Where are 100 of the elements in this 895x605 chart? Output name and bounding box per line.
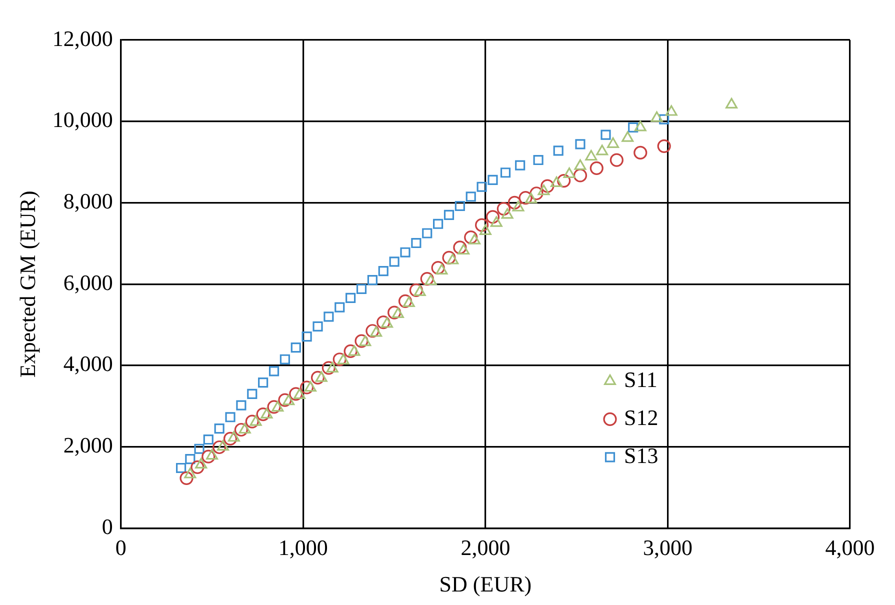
point: [234, 422, 248, 437]
point: [202, 450, 216, 464]
point: [289, 387, 303, 401]
point: [468, 234, 481, 244]
point: [195, 458, 208, 469]
point: [176, 462, 186, 474]
y-tick-label: 4,000: [63, 351, 113, 376]
point: [225, 412, 236, 422]
point: [190, 460, 204, 474]
point: [488, 174, 498, 185]
point: [411, 238, 422, 248]
point: [553, 146, 564, 156]
point: [573, 168, 588, 182]
y-tick-label: 12,000: [52, 26, 113, 51]
point: [268, 366, 280, 376]
point: [344, 344, 358, 358]
point: [575, 139, 586, 150]
point: [278, 393, 292, 407]
point: [272, 400, 284, 412]
point: [359, 335, 372, 346]
point: [453, 240, 467, 254]
point: [563, 167, 576, 178]
y-tick-label: 6,000: [63, 270, 113, 295]
point: [356, 284, 367, 294]
point: [500, 168, 511, 178]
point: [180, 471, 194, 485]
point: [315, 371, 328, 382]
point: [332, 352, 346, 366]
point: [431, 261, 445, 275]
point: [634, 120, 646, 132]
point: [310, 370, 325, 384]
x-tick-label: 4,000: [825, 535, 875, 560]
y-tick-label: 10,000: [52, 107, 113, 132]
point: [282, 394, 295, 406]
point: [304, 381, 316, 392]
x-tick-label: 3,000: [642, 535, 692, 560]
point: [590, 161, 604, 175]
point: [206, 448, 218, 460]
point: [466, 192, 476, 202]
point: [515, 160, 526, 170]
point: [444, 210, 454, 220]
point: [486, 210, 500, 224]
point: [458, 244, 470, 255]
point: [600, 130, 611, 140]
point: [185, 454, 196, 464]
point: [223, 432, 238, 446]
point: [665, 105, 678, 116]
point: [424, 274, 437, 286]
point: [294, 388, 306, 399]
point: [324, 312, 334, 322]
point: [442, 250, 456, 264]
point: [501, 208, 514, 219]
legend-label: S11: [624, 366, 658, 392]
point: [422, 228, 432, 238]
point: [420, 272, 434, 286]
point: [530, 186, 544, 200]
point: [216, 440, 229, 451]
point: [525, 192, 538, 204]
point: [574, 159, 586, 170]
point: [334, 302, 345, 312]
point: [247, 388, 258, 399]
legend-label: S12: [624, 404, 658, 430]
point: [409, 283, 423, 298]
point: [533, 154, 544, 166]
point: [260, 408, 273, 418]
point: [634, 146, 648, 160]
legend-label: S13: [624, 442, 658, 468]
point: [312, 321, 323, 332]
point: [300, 380, 314, 394]
point: [302, 332, 312, 342]
point: [388, 306, 402, 320]
point: [622, 131, 634, 142]
point: [290, 342, 301, 353]
point: [392, 307, 404, 318]
point: [194, 444, 204, 454]
point: [650, 111, 663, 122]
point: [454, 200, 465, 212]
x-tick-label: 2,000: [460, 535, 510, 560]
point: [550, 176, 563, 188]
point: [607, 137, 620, 148]
point: [267, 400, 281, 414]
point: [366, 324, 380, 338]
point: [508, 196, 522, 210]
point: [236, 400, 246, 410]
point: [258, 378, 268, 388]
point: [346, 292, 356, 303]
y-tick-label: 0: [102, 514, 113, 539]
point: [628, 122, 638, 133]
point: [228, 431, 240, 442]
point: [348, 345, 360, 356]
point: [370, 326, 382, 337]
point: [585, 150, 598, 161]
point: [245, 414, 259, 428]
point: [400, 247, 410, 258]
point: [256, 407, 270, 422]
point: [376, 316, 390, 330]
point: [479, 224, 492, 236]
point: [436, 264, 448, 274]
point: [326, 362, 338, 373]
point: [214, 423, 224, 434]
